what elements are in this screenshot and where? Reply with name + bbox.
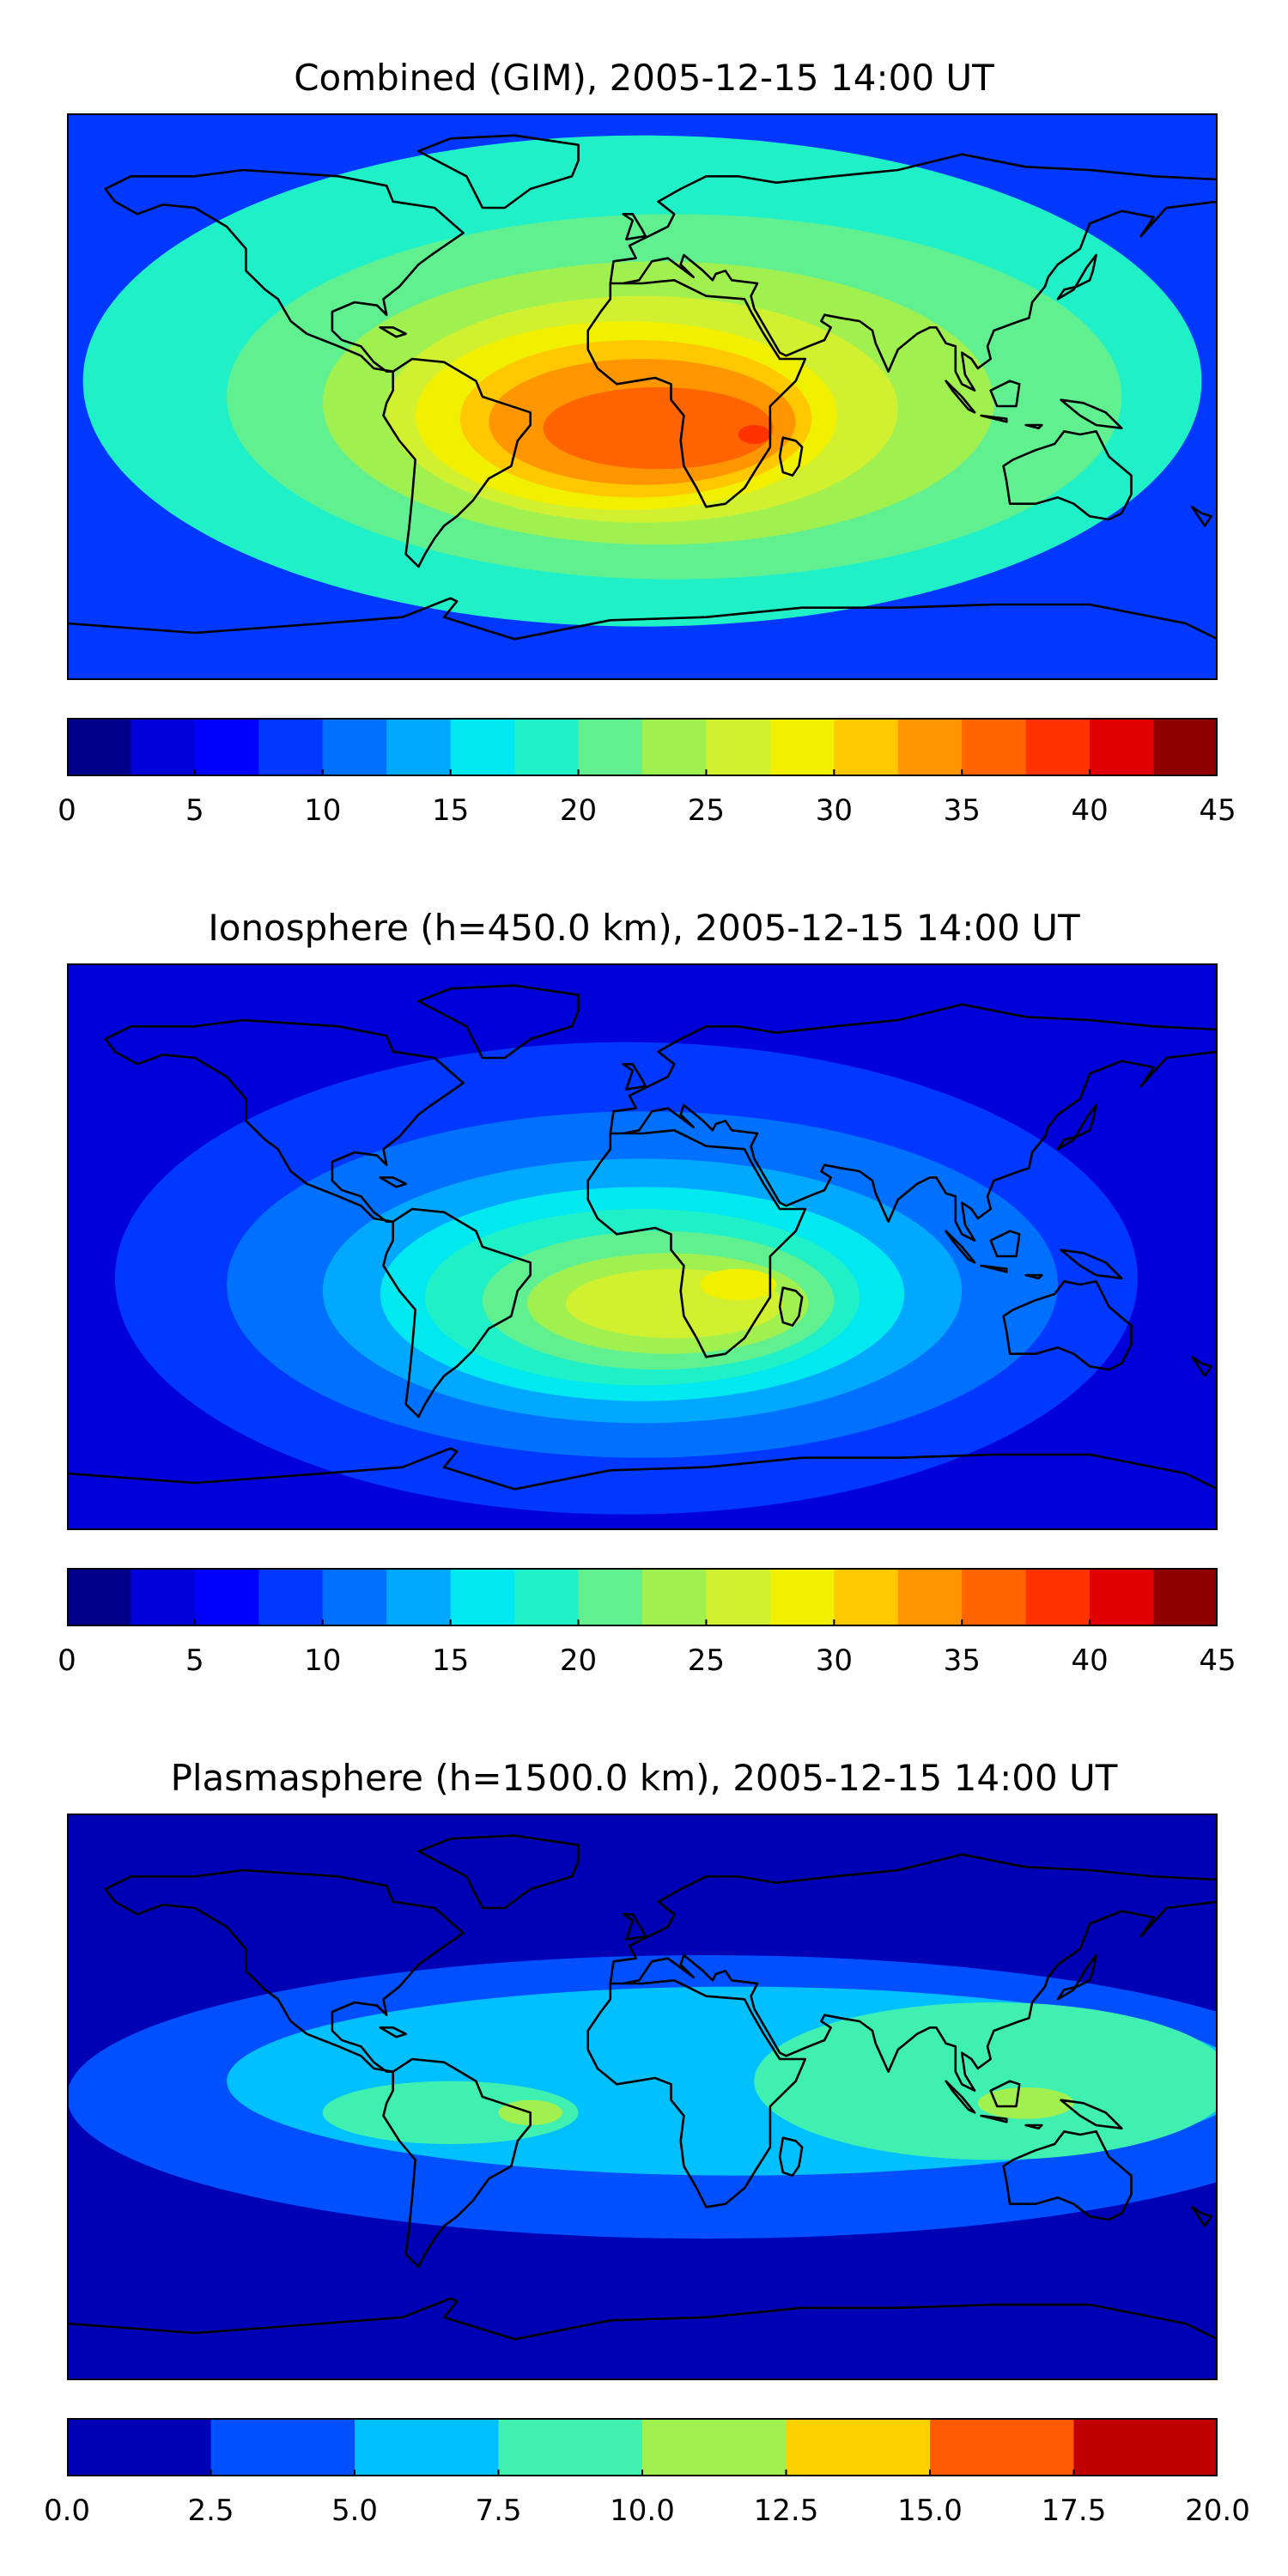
map-ionosphere xyxy=(67,963,1218,1530)
colorbar-plasmasphere xyxy=(67,2418,1218,2476)
colorbar-segment-7 xyxy=(514,1568,580,1626)
contour-region-4 xyxy=(977,2087,1074,2119)
colorbar-combined xyxy=(67,718,1218,776)
colorbar-frame xyxy=(67,718,1218,776)
colorbar-segment-12 xyxy=(834,718,899,776)
chart-title-plasmasphere: Plasmasphere (h=1500.0 km), 2005-12-15 1… xyxy=(170,1757,1118,1799)
colorbar-segment-7 xyxy=(1073,2418,1218,2476)
colorbar-tick-label: 5 xyxy=(185,793,204,828)
colorbar-combined-svg xyxy=(67,718,1218,776)
colorbar-segment-6 xyxy=(450,1568,515,1626)
colorbar-tick-label: 30 xyxy=(815,1643,853,1678)
colorbar-tick-label: 15.0 xyxy=(897,2494,963,2528)
colorbar-segment-4 xyxy=(642,2418,787,2476)
colorbar-segment-5 xyxy=(786,2418,931,2476)
colorbar-tick-label: 20.0 xyxy=(1185,2494,1250,2528)
colorbar-segment-5 xyxy=(386,1568,452,1626)
colorbar-tick-label: 2.5 xyxy=(187,2494,234,2528)
colorbar-segment-17 xyxy=(1153,718,1218,776)
chart-title-combined: Combined (GIM), 2005-12-15 14:00 UT xyxy=(294,57,994,99)
colorbar-segment-17 xyxy=(1153,1568,1218,1626)
colorbar-segment-5 xyxy=(386,718,452,776)
colorbar-segment-0 xyxy=(67,718,131,776)
colorbar-tick-label: 10 xyxy=(304,793,342,828)
colorbar-segment-1 xyxy=(131,1568,196,1626)
coastlines xyxy=(67,1834,1218,2380)
colorbar-tick-label: 0.0 xyxy=(43,2494,91,2528)
colorbar-ionosphere-svg xyxy=(67,1568,1218,1626)
colorbar-tick-label: 15 xyxy=(432,1643,470,1678)
map-ionosphere-svg xyxy=(67,963,1218,1530)
colorbar-segment-1 xyxy=(131,718,196,776)
colorbar-segment-9 xyxy=(642,1568,707,1626)
colorbar-segment-13 xyxy=(897,718,963,776)
colorbar-ionosphere xyxy=(67,1568,1218,1626)
colorbar-segment-13 xyxy=(897,1568,963,1626)
colorbar-tick-label: 20 xyxy=(559,1643,598,1678)
colorbar-segment-0 xyxy=(67,2418,211,2476)
colorbar-segment-16 xyxy=(1090,718,1155,776)
colorbar-segment-14 xyxy=(962,718,1027,776)
map-plasmasphere-svg xyxy=(67,1814,1218,2380)
colorbar-segment-3 xyxy=(498,2418,643,2476)
colorbar-segment-11 xyxy=(769,1568,835,1626)
colorbar-segment-2 xyxy=(355,2418,499,2476)
colorbar-segment-10 xyxy=(706,718,771,776)
colorbar-segment-12 xyxy=(834,1568,899,1626)
colorbar-tick-label: 45 xyxy=(1199,1643,1236,1678)
colorbar-segment-0 xyxy=(67,1568,131,1626)
chart-title-ionosphere: Ionosphere (h=450.0 km), 2005-12-15 14:0… xyxy=(208,907,1080,949)
colorbar-segment-8 xyxy=(578,1568,643,1626)
colorbar-tick-label: 5 xyxy=(185,1643,204,1678)
colorbar-tick-label: 10.0 xyxy=(610,2494,675,2528)
colorbar-segment-16 xyxy=(1090,1568,1155,1626)
colorbar-segment-9 xyxy=(642,718,707,776)
colorbar-tick-label: 30 xyxy=(815,793,853,828)
map-plasmasphere xyxy=(67,1814,1218,2380)
colorbar-plasmasphere-svg xyxy=(67,2418,1218,2476)
colorbar-segment-2 xyxy=(194,718,259,776)
colorbar-segment-2 xyxy=(194,1568,259,1626)
colorbar-tick-label: 45 xyxy=(1199,793,1236,828)
colorbar-tick-label: 0 xyxy=(58,1643,76,1678)
colorbar-tick-label: 20 xyxy=(559,793,598,828)
colorbar-tick-label: 0 xyxy=(58,793,76,828)
colorbar-tick-label: 40 xyxy=(1071,793,1109,828)
coastlines xyxy=(67,984,1218,1530)
map-combined xyxy=(67,113,1218,680)
map-combined-svg xyxy=(67,113,1218,680)
colorbar-segment-15 xyxy=(1025,1568,1091,1626)
colorbar-segment-4 xyxy=(322,1568,387,1626)
colorbar-tick-label: 12.5 xyxy=(753,2494,819,2528)
contour-region-3 xyxy=(322,2081,579,2144)
contour-region-8 xyxy=(700,1268,777,1301)
colorbar-segment-3 xyxy=(258,1568,324,1626)
colorbar-tick-label: 35 xyxy=(943,793,981,828)
colorbar-segment-4 xyxy=(322,718,387,776)
colorbar-segment-14 xyxy=(962,1568,1027,1626)
contour-region-2 xyxy=(754,2002,1218,2160)
colorbar-segment-6 xyxy=(450,718,515,776)
coastlines xyxy=(67,134,1218,680)
colorbar-segment-3 xyxy=(258,718,324,776)
colorbar-segment-8 xyxy=(578,718,643,776)
colorbar-tick-label: 40 xyxy=(1071,1643,1109,1678)
colorbar-tick-label: 17.5 xyxy=(1041,2494,1107,2528)
colorbar-frame xyxy=(67,1568,1218,1626)
colorbar-tick-label: 25 xyxy=(687,793,726,828)
colorbar-tick-label: 35 xyxy=(943,1643,981,1678)
colorbar-segment-11 xyxy=(769,718,835,776)
contour-region-8 xyxy=(738,425,770,444)
colorbar-segment-1 xyxy=(210,2418,355,2476)
colorbar-segment-10 xyxy=(706,1568,771,1626)
colorbar-tick-label: 7.5 xyxy=(475,2494,522,2528)
colorbar-tick-label: 10 xyxy=(304,1643,342,1678)
colorbar-tick-label: 5.0 xyxy=(331,2494,379,2528)
contour-region-7 xyxy=(543,387,774,470)
colorbar-tick-label: 15 xyxy=(432,793,470,828)
colorbar-segment-7 xyxy=(514,718,580,776)
colorbar-segment-15 xyxy=(1025,718,1091,776)
colorbar-segment-6 xyxy=(930,2418,1074,2476)
colorbar-tick-label: 25 xyxy=(687,1643,726,1678)
